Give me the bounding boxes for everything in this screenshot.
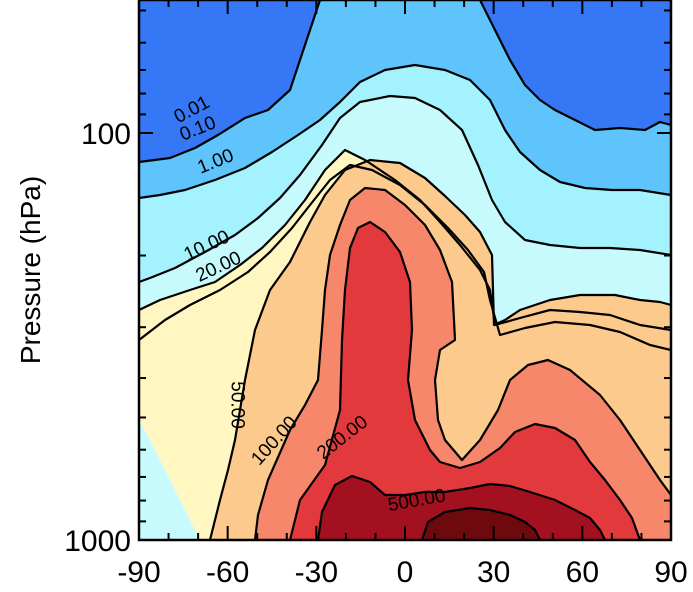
contour-label: 50.00 (227, 381, 248, 429)
contour-line-100.00 (253, 186, 671, 540)
x-tick-label: 60 (566, 556, 599, 589)
contour-line-500.00 (316, 474, 607, 540)
contour-line-50.00 (208, 158, 671, 540)
y-axis-title: Pressure (hPa) (15, 176, 46, 364)
x-tick-label: 90 (654, 556, 687, 589)
contour-line-0.01 (139, 0, 671, 164)
contour-line-0.10 (139, 63, 671, 200)
contour-line-group (139, 0, 671, 540)
x-tick-label: 30 (477, 556, 510, 589)
y-tick-label: 1000 (64, 525, 131, 558)
band-0.01-0.1 (139, 0, 671, 162)
x-tick-label: -60 (206, 556, 249, 589)
x-tick-label: 0 (397, 556, 414, 589)
y-tick-label: 100 (81, 118, 131, 151)
contour-line-1.00 (139, 94, 671, 284)
y-tick-label-group: 100 1000 (64, 118, 131, 558)
x-tick-label: -90 (117, 556, 160, 589)
contour-line-1000.00 (420, 506, 542, 540)
band-10-20-left-bottom (139, 420, 200, 540)
x-tick-label-group: -90 -60 -30 0 30 60 90 (117, 556, 687, 589)
tick-mark-group (138, 0, 672, 541)
x-tick-label: -30 (295, 556, 338, 589)
band-200-500 (290, 222, 640, 540)
contour-line-20.00 (139, 163, 671, 352)
contour-label-text: 50.00 (227, 381, 248, 429)
band-500-1000 (318, 476, 605, 540)
contour-line-200.00 (288, 220, 642, 540)
